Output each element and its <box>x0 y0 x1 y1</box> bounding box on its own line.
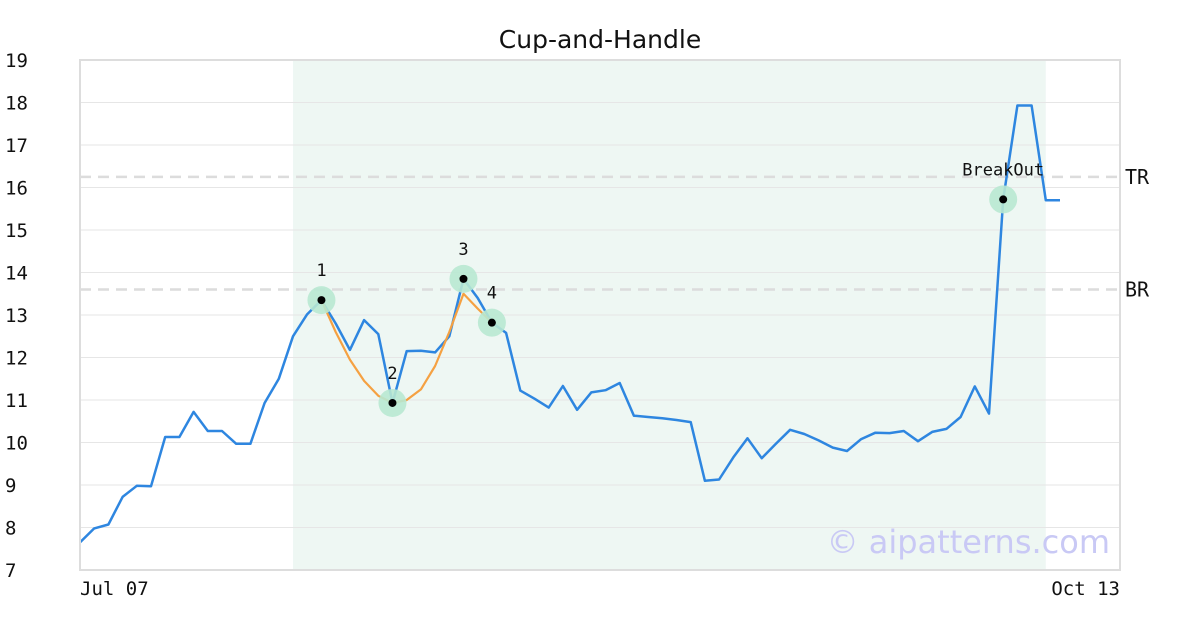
point-label: 2 <box>387 364 397 384</box>
price-line <box>79 104 1060 544</box>
point-marker <box>459 274 468 283</box>
point-marker <box>317 296 326 305</box>
y-tick-label: 9 <box>5 475 16 497</box>
level-label: BR <box>1125 278 1150 302</box>
x-tick-label: Oct 13 <box>1051 578 1120 600</box>
plot-frame <box>79 59 1121 571</box>
y-tick-label: 15 <box>5 220 28 242</box>
y-tick-label: 17 <box>5 135 28 157</box>
point-marker <box>999 195 1008 204</box>
y-tick-label: 18 <box>5 93 28 115</box>
point-label: BreakOut <box>962 160 1044 180</box>
chart-title: Cup-and-Handle <box>499 25 701 54</box>
y-tick-label: 16 <box>5 178 28 200</box>
y-tick-label: 13 <box>5 305 28 327</box>
pattern-points: 1 2 3 4 BreakOut <box>307 160 1044 417</box>
y-tick-label: 8 <box>5 518 16 540</box>
y-tick-label: 10 <box>5 433 28 455</box>
point-label: 3 <box>458 240 468 260</box>
y-tick-label: 11 <box>5 390 28 412</box>
y-tick-label: 14 <box>5 263 28 285</box>
point-label: 1 <box>316 261 326 281</box>
grid <box>80 59 1120 571</box>
series-lines <box>79 104 1060 544</box>
watermark: © aipatterns.com <box>827 523 1110 561</box>
y-tick-label: 19 <box>5 50 28 72</box>
y-tick-label: 7 <box>5 560 16 582</box>
cup-fit-line <box>320 292 493 405</box>
point-marker <box>388 398 397 407</box>
level-lines: TR BR <box>80 165 1150 302</box>
level-label: TR <box>1125 165 1150 189</box>
point-label: 4 <box>487 284 497 304</box>
point-marker <box>487 318 496 327</box>
y-tick-label: 12 <box>5 348 28 370</box>
x-tick-label: Jul 07 <box>80 578 149 600</box>
